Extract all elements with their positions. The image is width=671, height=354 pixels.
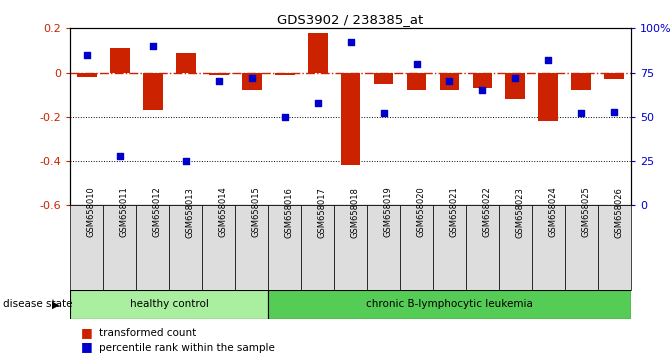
- Bar: [143, 73, 163, 110]
- Text: GSM658018: GSM658018: [350, 187, 360, 238]
- Bar: [275, 73, 295, 75]
- Text: GSM658011: GSM658011: [120, 187, 129, 238]
- Bar: [374, 73, 393, 84]
- Bar: [367, 205, 400, 290]
- Bar: [70, 205, 103, 290]
- Point: [148, 43, 158, 49]
- Point: [213, 79, 224, 84]
- Bar: [334, 205, 367, 290]
- Bar: [268, 205, 301, 290]
- Text: GSM658017: GSM658017: [317, 187, 327, 238]
- Bar: [538, 73, 558, 121]
- Text: GSM658014: GSM658014: [219, 187, 227, 238]
- Bar: [176, 53, 196, 73]
- Text: disease state: disease state: [3, 299, 73, 309]
- Text: GSM658025: GSM658025: [581, 187, 590, 238]
- Text: healthy control: healthy control: [130, 299, 209, 309]
- Bar: [400, 205, 433, 290]
- Bar: [440, 73, 460, 90]
- Bar: [472, 73, 493, 88]
- Bar: [202, 205, 236, 290]
- Point: [411, 61, 422, 67]
- Bar: [505, 73, 525, 99]
- Point: [246, 75, 257, 81]
- Point: [510, 75, 521, 81]
- Point: [543, 57, 554, 63]
- Point: [279, 114, 290, 120]
- Text: GSM658026: GSM658026: [614, 187, 623, 238]
- Bar: [466, 205, 499, 290]
- Bar: [572, 73, 591, 90]
- Bar: [598, 205, 631, 290]
- Point: [444, 79, 455, 84]
- Bar: [605, 73, 624, 79]
- Bar: [70, 290, 268, 319]
- Point: [82, 52, 93, 58]
- Bar: [242, 73, 262, 90]
- Bar: [499, 205, 532, 290]
- Bar: [341, 73, 360, 166]
- Point: [609, 109, 619, 114]
- Point: [477, 87, 488, 93]
- Bar: [407, 73, 426, 90]
- Bar: [77, 73, 97, 77]
- Text: ▶: ▶: [52, 299, 59, 309]
- Text: transformed count: transformed count: [99, 328, 197, 338]
- Text: chronic B-lymphocytic leukemia: chronic B-lymphocytic leukemia: [366, 299, 533, 309]
- Bar: [308, 33, 327, 73]
- Text: GSM658013: GSM658013: [186, 187, 195, 238]
- Point: [180, 158, 191, 164]
- Text: GSM658019: GSM658019: [384, 187, 393, 238]
- Text: GSM658023: GSM658023: [515, 187, 525, 238]
- Text: GSM658015: GSM658015: [252, 187, 261, 238]
- Text: GSM658024: GSM658024: [548, 187, 558, 238]
- Text: GSM658022: GSM658022: [482, 187, 491, 238]
- Text: ■: ■: [81, 326, 93, 338]
- Bar: [433, 205, 466, 290]
- Text: GSM658012: GSM658012: [153, 187, 162, 238]
- Bar: [136, 205, 169, 290]
- Text: GSM658016: GSM658016: [285, 187, 294, 238]
- Text: ■: ■: [81, 341, 93, 353]
- Point: [378, 110, 389, 116]
- Text: GSM658021: GSM658021: [450, 187, 458, 238]
- Bar: [268, 290, 631, 319]
- Bar: [532, 205, 565, 290]
- Text: GSM658010: GSM658010: [87, 187, 96, 238]
- Bar: [103, 205, 136, 290]
- Text: percentile rank within the sample: percentile rank within the sample: [99, 343, 275, 353]
- Bar: [301, 205, 334, 290]
- Point: [345, 40, 356, 45]
- Bar: [209, 73, 229, 75]
- Text: GSM658020: GSM658020: [417, 187, 425, 238]
- Bar: [110, 48, 130, 73]
- Point: [576, 110, 586, 116]
- Point: [115, 153, 125, 159]
- Title: GDS3902 / 238385_at: GDS3902 / 238385_at: [278, 13, 423, 26]
- Point: [312, 100, 323, 105]
- Bar: [236, 205, 268, 290]
- Bar: [169, 205, 202, 290]
- Bar: [565, 205, 598, 290]
